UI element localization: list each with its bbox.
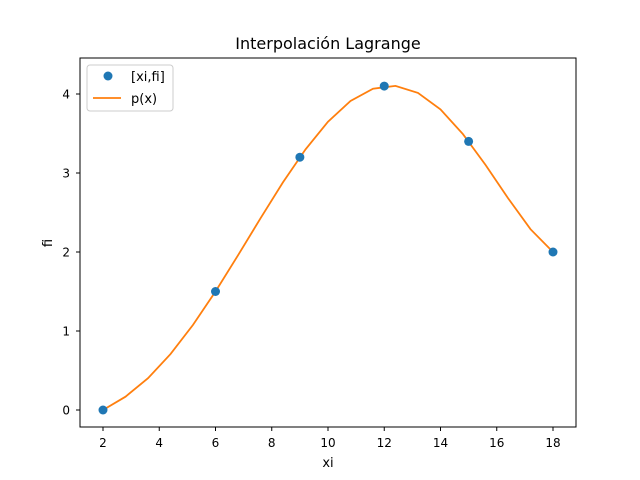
data-point <box>464 136 474 146</box>
data-point <box>98 405 108 415</box>
series-xi-fi-points <box>98 81 558 415</box>
x-tick-label: 2 <box>99 436 107 450</box>
x-tick-label: 4 <box>155 436 163 450</box>
data-point <box>548 247 558 257</box>
x-axis-label: xi <box>322 456 333 471</box>
legend-marker-points <box>103 71 113 81</box>
x-tick-label: 8 <box>268 436 276 450</box>
x-tick-label: 10 <box>320 436 335 450</box>
x-axis-ticks: 2 4 6 8 10 12 14 16 18 <box>99 427 561 450</box>
y-axis-ticks: 0 1 2 3 4 <box>62 88 80 418</box>
series-p-x-line <box>102 84 554 411</box>
legend: [xi,fi] p(x) <box>86 64 174 112</box>
x-tick-label: 18 <box>545 436 560 450</box>
data-point <box>295 152 305 162</box>
y-tick-label: 1 <box>62 325 70 339</box>
x-tick-label: 6 <box>212 436 220 450</box>
x-tick-label: 16 <box>489 436 504 450</box>
legend-label-line: p(x) <box>131 92 157 107</box>
x-tick-label: 12 <box>377 436 392 450</box>
y-tick-label: 0 <box>62 404 70 418</box>
y-tick-label: 2 <box>62 246 70 260</box>
legend-label-points: [xi,fi] <box>131 70 165 85</box>
y-tick-label: 4 <box>62 88 70 102</box>
x-tick-label: 14 <box>433 436 448 450</box>
data-point <box>379 81 389 91</box>
data-point <box>211 287 220 296</box>
y-axis-label: fi <box>41 239 56 247</box>
plot-area <box>79 57 577 428</box>
y-tick-label: 3 <box>62 167 70 181</box>
chart-title: Interpolación Lagrange <box>235 34 420 53</box>
